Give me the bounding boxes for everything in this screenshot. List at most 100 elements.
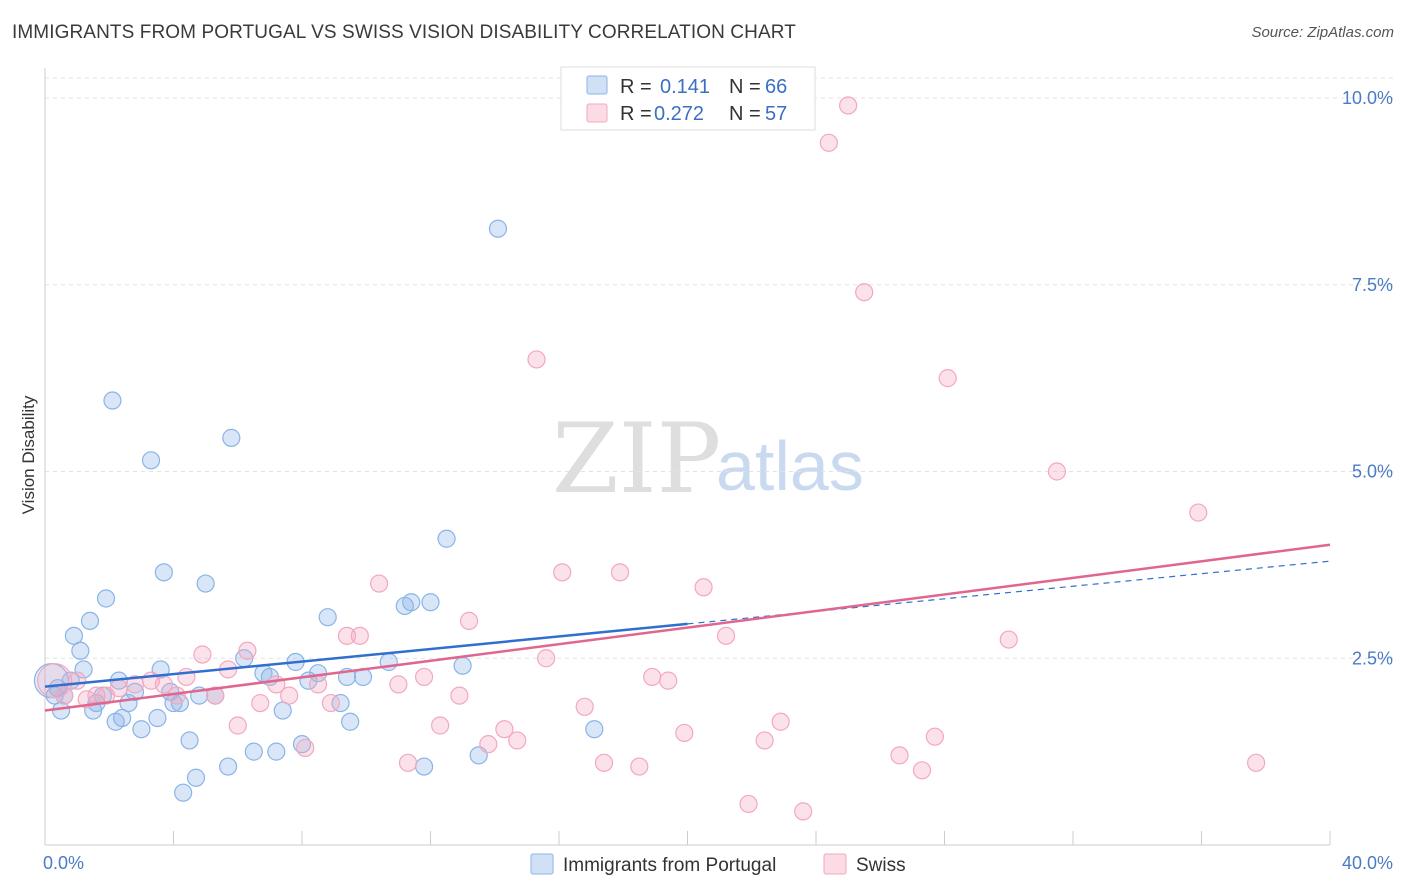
legend-r-value-portugal: 0.141: [660, 76, 710, 98]
point-swiss: [280, 686, 299, 705]
point-swiss: [350, 626, 369, 645]
point-swiss: [450, 686, 469, 705]
point-swiss: [55, 686, 74, 705]
watermark-zip: ZIP: [552, 403, 721, 515]
point-portugal: [154, 563, 173, 582]
point-swiss: [610, 563, 630, 582]
point-swiss: [479, 735, 498, 754]
point-portugal: [488, 219, 508, 238]
point-portugal: [74, 660, 93, 679]
point-portugal: [414, 757, 434, 776]
point-portugal: [51, 701, 71, 720]
point-swiss: [431, 716, 450, 735]
point-portugal: [437, 529, 456, 548]
point-portugal: [318, 608, 337, 627]
point-portugal: [180, 731, 199, 750]
point-swiss: [794, 802, 813, 821]
bottom-legend-label-portugal: Immigrants from Portugal: [563, 855, 776, 876]
point-swiss: [537, 649, 556, 668]
point-swiss: [675, 723, 694, 743]
point-swiss: [459, 611, 479, 631]
point-swiss: [228, 716, 247, 735]
point-swiss: [389, 675, 408, 694]
trend-line-portugal-extrapolated: [687, 560, 1331, 625]
point-swiss: [109, 679, 128, 698]
point-portugal: [585, 720, 604, 739]
point-swiss: [755, 731, 774, 750]
point-portugal: [402, 593, 421, 612]
point-swiss: [630, 757, 649, 776]
point-swiss: [890, 746, 909, 765]
y-axis-title: Vision Disability: [19, 395, 38, 514]
point-portugal: [196, 574, 215, 593]
point-portugal: [148, 708, 167, 728]
legend-box: [560, 66, 816, 131]
point-portugal: [219, 757, 238, 776]
point-portugal: [80, 611, 100, 631]
x-tick-label: 0.0%: [43, 853, 84, 873]
legend-n-value-portugal: 66: [765, 76, 787, 98]
legend-n-value-swiss: 57: [765, 103, 787, 125]
point-portugal: [453, 656, 472, 675]
point-portugal: [132, 720, 151, 739]
point-swiss: [659, 671, 678, 690]
point-swiss: [594, 753, 614, 772]
bottom-legend: Immigrants from Portugal Swiss: [530, 853, 906, 876]
top-legend: R = 0.141 N = 66 R = 0.272 N = 57: [560, 66, 816, 131]
point-swiss: [938, 369, 957, 388]
point-swiss: [694, 578, 713, 597]
source-credit: Source: ZipAtlas.com: [1251, 24, 1394, 41]
point-swiss: [912, 761, 932, 780]
x-tick-labels: 0.0% 40.0%: [43, 853, 1393, 873]
bottom-legend-swatch-portugal: [530, 853, 554, 875]
point-portugal: [341, 712, 360, 731]
y-tick-label: 2.5%: [1352, 648, 1393, 668]
point-portugal: [96, 589, 116, 608]
point-swiss: [1189, 503, 1208, 522]
point-swiss: [37, 663, 73, 699]
y-tick-label: 5.0%: [1352, 462, 1393, 482]
point-swiss: [508, 731, 527, 750]
point-swiss: [739, 794, 758, 814]
point-swiss: [1047, 462, 1067, 481]
point-portugal: [141, 451, 161, 470]
y-tick-label: 7.5%: [1352, 275, 1393, 295]
axes: [44, 68, 1331, 846]
legend-r-value-swiss: 0.272: [654, 103, 704, 125]
trend-line-portugal: [44, 622, 688, 688]
y-tick-labels: 2.5% 5.0% 7.5% 10.0%: [1342, 88, 1393, 668]
y-tick-label: 10.0%: [1342, 88, 1393, 108]
point-swiss: [251, 693, 270, 713]
trend-lines: [44, 543, 1331, 712]
point-swiss: [167, 686, 186, 705]
point-swiss: [1247, 753, 1266, 772]
legend-r-label: R =: [620, 103, 652, 125]
point-swiss: [68, 671, 87, 690]
legend-swatch-portugal: [586, 75, 608, 95]
point-swiss: [553, 563, 572, 582]
trend-line-swiss: [44, 543, 1331, 712]
point-swiss: [527, 350, 546, 369]
point-portugal: [267, 742, 286, 761]
bottom-legend-swatch-swiss: [823, 853, 847, 875]
point-swiss: [296, 738, 315, 757]
point-portugal: [174, 783, 193, 802]
point-portugal: [186, 768, 206, 787]
point-portugal: [103, 391, 122, 410]
point-swiss: [337, 626, 357, 645]
point-swiss: [855, 283, 874, 302]
point-swiss: [321, 693, 341, 713]
watermark-atlas: atlas: [716, 427, 864, 505]
point-swiss: [575, 697, 594, 716]
legend-swatch-swiss: [586, 103, 608, 123]
point-swiss: [819, 133, 838, 152]
bottom-legend-label-swiss: Swiss: [856, 855, 906, 876]
point-portugal: [71, 641, 90, 660]
point-swiss: [414, 667, 434, 687]
point-swiss: [771, 712, 790, 731]
point-swiss: [398, 753, 418, 772]
point-swiss: [238, 641, 257, 660]
chart-title: IMMIGRANTS FROM PORTUGAL VS SWISS VISION…: [12, 22, 796, 43]
point-swiss: [999, 630, 1018, 649]
